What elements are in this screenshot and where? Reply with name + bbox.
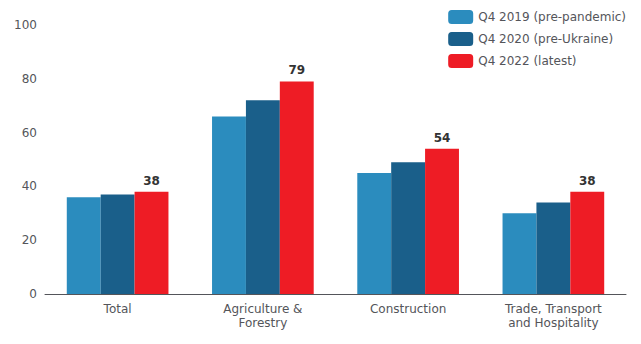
svg-text:38: 38 [143, 174, 160, 188]
svg-text:0: 0 [29, 287, 37, 301]
svg-text:Agriculture &: Agriculture & [223, 302, 302, 316]
svg-text:80: 80 [22, 72, 37, 86]
svg-text:60: 60 [22, 126, 37, 140]
svg-text:Construction: Construction [370, 302, 446, 316]
svg-text:Q4 2019 (pre-pandemic): Q4 2019 (pre-pandemic) [478, 10, 626, 24]
svg-text:Q4 2020 (pre-Ukraine): Q4 2020 (pre-Ukraine) [478, 32, 613, 46]
svg-text:Trade, Transport: Trade, Transport [504, 302, 602, 316]
svg-text:20: 20 [22, 233, 37, 247]
svg-text:and Hospitality: and Hospitality [508, 316, 599, 330]
svg-text:40: 40 [22, 179, 37, 193]
svg-text:Total: Total [103, 302, 132, 316]
svg-text:Forestry: Forestry [238, 316, 287, 330]
svg-text:Q4 2022 (latest): Q4 2022 (latest) [478, 54, 576, 68]
svg-text:79: 79 [288, 63, 305, 77]
svg-text:38: 38 [579, 174, 596, 188]
svg-text:100: 100 [14, 18, 37, 32]
svg-text:54: 54 [434, 131, 451, 145]
